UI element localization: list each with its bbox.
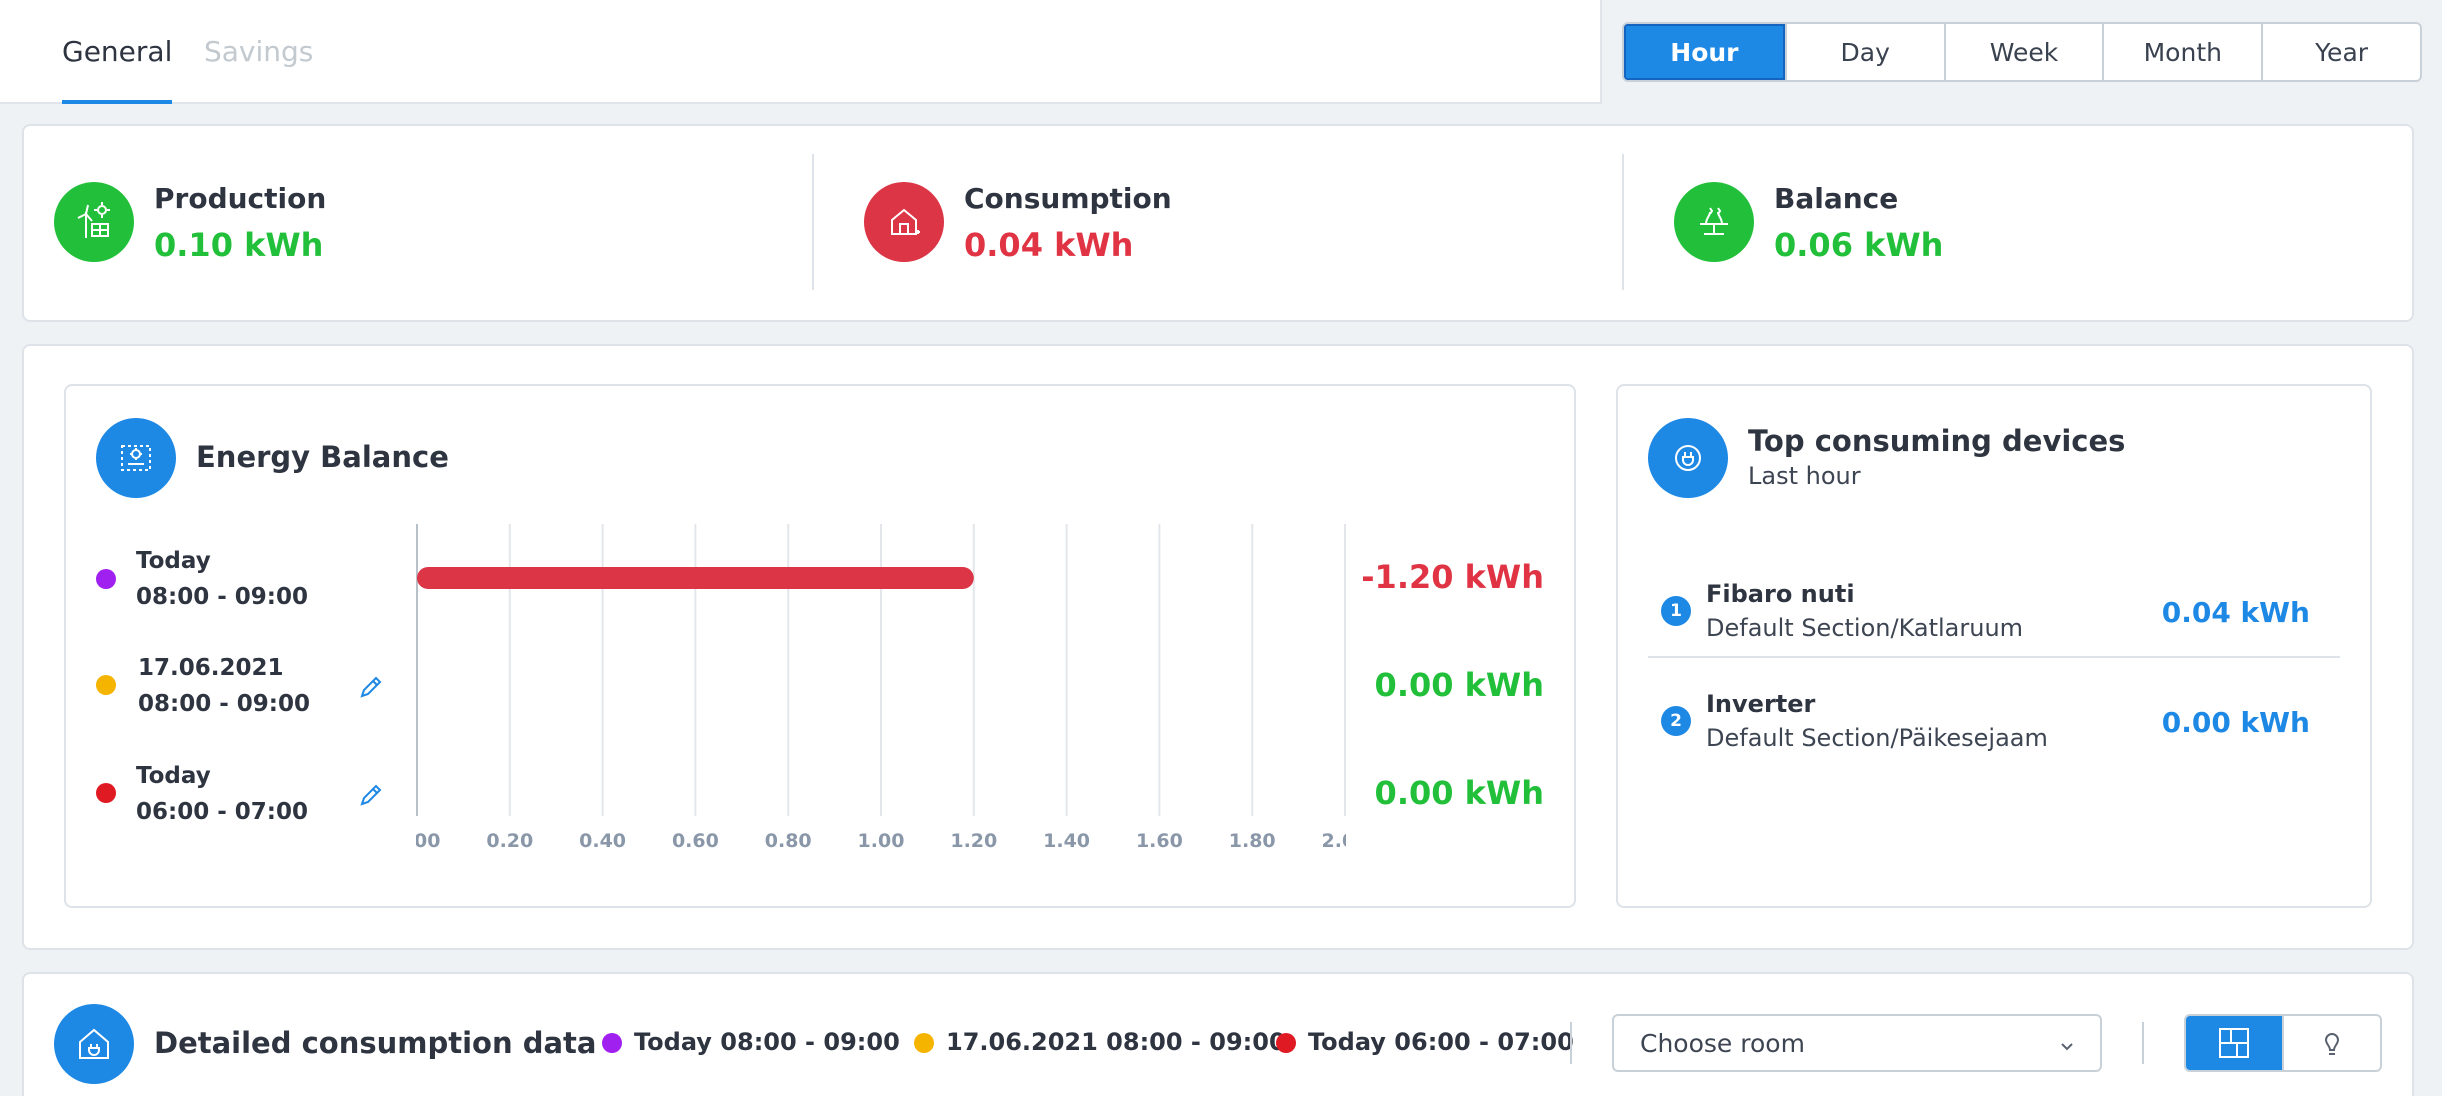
wind-solar-icon — [54, 182, 134, 262]
device-name: Inverter — [1706, 690, 1816, 718]
energy-balance-card — [64, 384, 1576, 908]
range-month-button[interactable]: Month — [2102, 24, 2261, 80]
divider — [1570, 1022, 1572, 1064]
house-plug-icon — [54, 1004, 134, 1084]
legend-dot — [96, 783, 116, 803]
top-devices-card — [1616, 384, 2372, 908]
room-select-placeholder: Choose room — [1640, 1028, 1805, 1058]
range-hour-button[interactable]: Hour — [1624, 24, 1785, 80]
production-title: Production — [154, 182, 327, 215]
row-1-day: Today — [136, 548, 211, 574]
house-plug-icon — [864, 182, 944, 262]
top-devices-title: Top consuming devices — [1748, 424, 2126, 458]
floorplan-view-button[interactable] — [2186, 1016, 2282, 1070]
legend-dot — [1276, 1033, 1296, 1053]
device-location: Default Section/Katlaruum — [1706, 614, 2024, 642]
divider — [2142, 1022, 2144, 1064]
x-tick-label: 0.60 — [672, 830, 719, 852]
energy-balance-icon — [96, 418, 176, 498]
consumption-value: 0.04 kWh — [964, 226, 1134, 264]
row-1-time: 08:00 - 09:00 — [136, 584, 308, 610]
chart-svg: 0.00 0.20 0.40 0.60 0.80 1.00 1.20 1.40 1.60 1.80… — [394, 524, 1368, 852]
balance-value: 0.06 kWh — [1774, 226, 1944, 264]
x-tick-label: 1.40 — [1043, 830, 1090, 852]
legend-label: Today 06:00 - 07:00 — [1308, 1028, 1574, 1056]
summary-divider — [1622, 154, 1624, 290]
tab-savings[interactable]: Savings — [204, 35, 314, 68]
detailed-title: Detailed consumption data — [154, 1026, 597, 1060]
legend-dot — [96, 569, 116, 589]
row-3-day: Today — [136, 763, 211, 789]
choose-room-select[interactable]: Choose room — [1612, 1014, 2102, 1072]
x-tick-label: 1.60 — [1136, 830, 1183, 852]
legend-dot — [914, 1033, 934, 1053]
row-3-label: Today 06:00 - 07:00 — [136, 758, 308, 830]
energy-balance-chart: 0.00 0.20 0.40 0.60 0.80 1.00 1.20 1.40 1.60 1.80… — [394, 524, 1368, 854]
lightbulb-view-button[interactable] — [2282, 1016, 2380, 1070]
legend-dot — [602, 1033, 622, 1053]
consumption-title: Consumption — [964, 182, 1172, 215]
row-3-value: 0.00 kWh — [1374, 774, 1544, 812]
x-tick-label: 0.20 — [486, 830, 533, 852]
row-3-time: 06:00 - 07:00 — [136, 799, 308, 825]
x-tick-label: 1.20 — [950, 830, 997, 852]
range-week-button[interactable]: Week — [1943, 24, 2103, 80]
device-value: 0.00 kWh — [2161, 706, 2310, 739]
device-divider — [1648, 656, 2340, 658]
edit-pencil-icon[interactable] — [358, 674, 384, 704]
bar — [417, 567, 974, 589]
x-tick-label: 1.80 — [1229, 830, 1276, 852]
tab-general[interactable]: General — [62, 32, 173, 104]
chevron-down-icon — [2058, 1032, 2076, 1061]
rank-badge: 2 — [1661, 706, 1691, 736]
edit-pencil-icon[interactable] — [358, 782, 384, 812]
x-tick-label: 2.00 — [1322, 830, 1346, 852]
production-value: 0.10 kWh — [154, 226, 324, 264]
row-2-label: 17.06.2021 08:00 - 09:00 — [138, 650, 310, 722]
legend-label: Today 08:00 - 09:00 — [634, 1028, 900, 1056]
row-2-day: 17.06.2021 — [138, 655, 284, 681]
row-2-value: 0.00 kWh — [1374, 666, 1544, 704]
range-day-button[interactable]: Day — [1784, 24, 1944, 80]
balance-icon — [1674, 182, 1754, 262]
summary-divider — [812, 154, 814, 290]
legend-label: 17.06.2021 08:00 - 09:00 — [946, 1028, 1286, 1056]
range-year-button[interactable]: Year — [2261, 24, 2420, 80]
plug-icon — [1648, 418, 1728, 498]
row-2-time: 08:00 - 09:00 — [138, 691, 310, 717]
x-tick-label: 0.80 — [765, 830, 812, 852]
rank-badge: 1 — [1661, 596, 1691, 626]
time-range-selector: Hour Day Week Month Year — [1622, 22, 2422, 82]
row-1-label: Today 08:00 - 09:00 — [136, 543, 308, 615]
summary-card — [22, 124, 2414, 322]
x-tick-label: 0.40 — [579, 830, 626, 852]
device-value: 0.04 kWh — [2161, 596, 2310, 629]
device-location: Default Section/Päikesejaam — [1706, 724, 2048, 752]
energy-balance-title: Energy Balance — [196, 440, 449, 474]
row-1-value: -1.20 kWh — [1361, 558, 1544, 596]
x-tick-label: 0.00 — [416, 830, 440, 852]
view-toggle — [2184, 1014, 2382, 1072]
legend-dot — [96, 675, 116, 695]
balance-title: Balance — [1774, 182, 1899, 215]
x-tick-label: 1.00 — [858, 830, 905, 852]
device-name: Fibaro nuti — [1706, 580, 1855, 608]
top-devices-subtitle: Last hour — [1748, 462, 1861, 490]
